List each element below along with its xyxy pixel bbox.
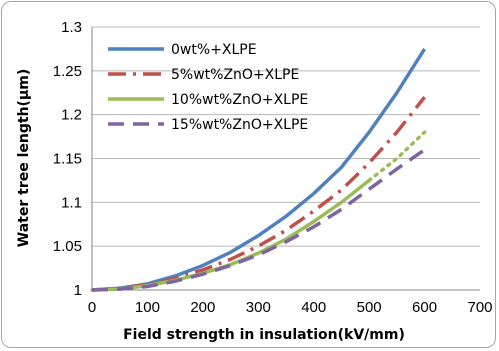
series-line-4 — [91, 148, 426, 292]
y-tick-label: 1.2 — [61, 107, 82, 124]
legend-label-1: 0wt%+XLPE — [171, 42, 257, 58]
x-tick-label: 100 — [135, 299, 160, 316]
legend-label-2: 5%wt%ZnO+XLPE — [171, 67, 299, 83]
x-tick-label: 0 — [88, 299, 96, 316]
series-line-3-dotted — [367, 130, 427, 183]
y-tick-label: 1.3 — [61, 19, 82, 36]
series-lines — [90, 47, 427, 292]
y-axis-label: Water tree length(μm) — [16, 69, 32, 247]
axes — [91, 27, 480, 291]
legend: 0wt%+XLPE 5%wt%ZnO+XLPE 10%wt%ZnO+XLPE 15%w… — [108, 42, 308, 133]
y-tick-label: 1.15 — [53, 151, 82, 168]
x-tick-label: 400 — [301, 299, 326, 316]
legend-label-3: 10%wt%ZnO+XLPE — [171, 92, 308, 108]
gridlines — [92, 26, 480, 247]
x-tick-label: 700 — [467, 299, 492, 316]
x-axis-label: Field strength in insulation(kV/mm) — [123, 327, 405, 343]
x-tick-label: 600 — [412, 299, 437, 316]
y-tick-label: 1.1 — [61, 194, 82, 211]
series-line-3 — [90, 178, 371, 292]
x-tick-label: 300 — [246, 299, 271, 316]
y-tick-label: 1.05 — [53, 238, 82, 255]
tick-labels: 1 1.05 1.1 1.15 1.2 1.25 1.3 0 100 200 300 400 500 60… — [53, 19, 493, 316]
x-tick-label: 200 — [190, 299, 215, 316]
x-tick-label: 500 — [357, 299, 382, 316]
legend-label-4: 15%wt%ZnO+XLPE — [171, 117, 308, 133]
y-tick-label: 1 — [74, 282, 82, 299]
y-tick-label: 1.25 — [53, 63, 82, 80]
